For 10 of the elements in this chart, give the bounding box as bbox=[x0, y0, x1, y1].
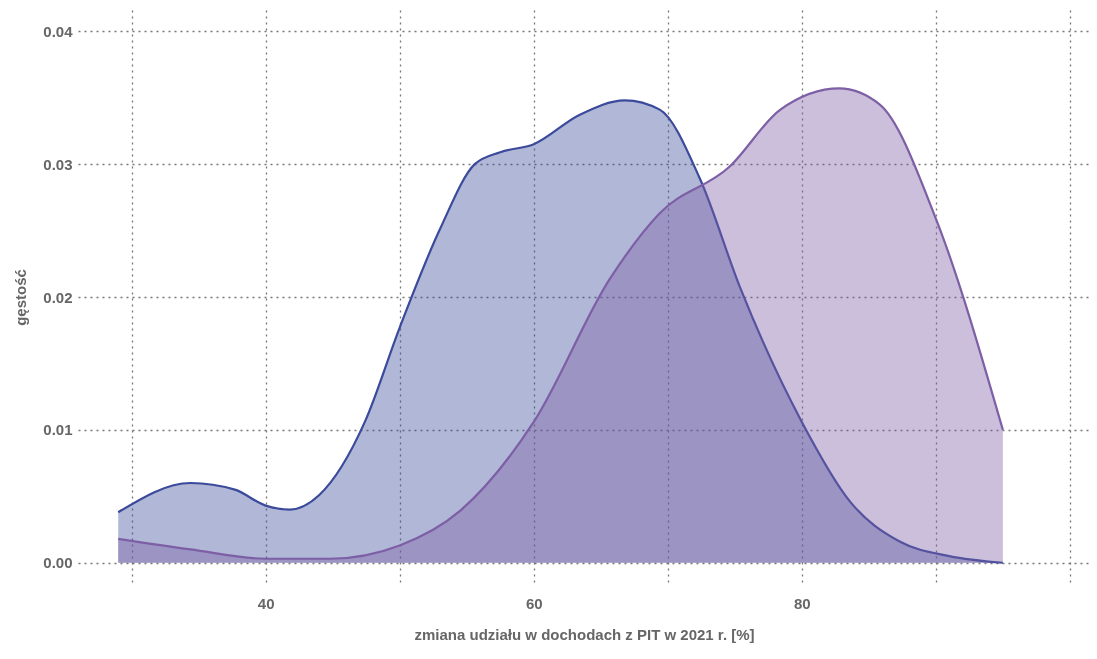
y-axis-title: gęstość bbox=[12, 269, 30, 326]
x-tick-label: 80 bbox=[793, 594, 811, 612]
x-axis-title: zmiana udziału w dochodach z PIT w 2021 r. [%] bbox=[414, 625, 755, 643]
x-tick-label: 60 bbox=[525, 594, 543, 612]
y-tick-label: 0.03 bbox=[43, 155, 73, 173]
y-tick-label: 0.04 bbox=[43, 22, 74, 40]
y-tick-label: 0.00 bbox=[43, 554, 73, 572]
y-tick-label: 0.01 bbox=[43, 421, 73, 439]
x-tick-label: 40 bbox=[257, 594, 275, 612]
y-tick-label: 0.02 bbox=[43, 288, 73, 306]
